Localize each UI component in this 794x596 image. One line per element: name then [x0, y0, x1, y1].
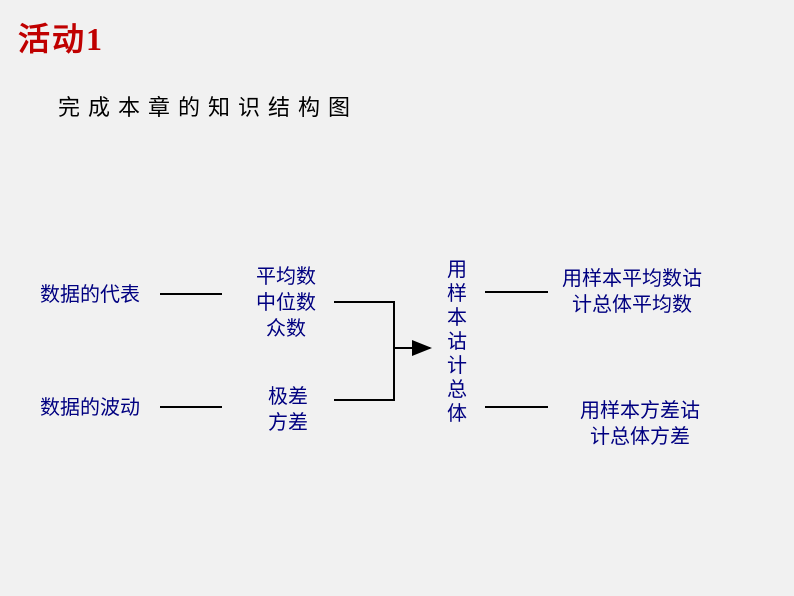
node-range-variance: 极差 方差 — [268, 384, 308, 436]
bracket-path — [334, 302, 394, 400]
node-sample-mean: 用样本平均数诂 计总体平均数 — [562, 266, 702, 318]
node-line: 平均数 — [256, 264, 316, 290]
node-mean-median-mode: 平均数 中位数 众数 — [256, 264, 316, 342]
vertical-text: 用样本诂计总体 — [446, 258, 468, 426]
node-line: 方差 — [268, 410, 308, 436]
node-sample-estimate: 用样本诂计总体 — [446, 258, 468, 426]
node-data-represent: 数据的代表 — [40, 282, 140, 308]
node-line: 众数 — [256, 316, 316, 342]
node-line: 用样本方差诂 — [580, 398, 700, 424]
node-line: 计总体方差 — [580, 424, 700, 450]
node-line: 极差 — [268, 384, 308, 410]
node-sample-variance: 用样本方差诂 计总体方差 — [580, 398, 700, 450]
node-line: 计总体平均数 — [562, 292, 702, 318]
section-title: 活动1 — [18, 14, 104, 60]
node-line: 用样本平均数诂 — [562, 266, 702, 292]
node-data-fluctuation: 数据的波动 — [40, 395, 140, 421]
node-line: 中位数 — [256, 290, 316, 316]
subtitle: 完成本章的知识结构图 — [58, 90, 358, 122]
